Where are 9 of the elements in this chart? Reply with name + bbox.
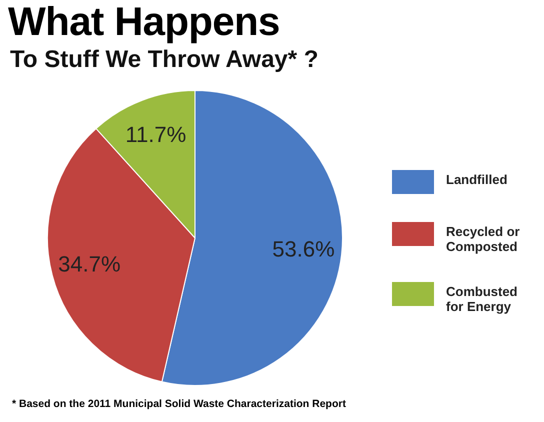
legend-label: Combusted for Energy bbox=[446, 283, 518, 314]
data-label: 34.7% bbox=[58, 252, 121, 277]
legend-label: Landfilled bbox=[446, 171, 508, 187]
data-label: 53.6% bbox=[272, 236, 335, 262]
chart-title: What Happens bbox=[8, 0, 280, 45]
data-label: 11.7% bbox=[125, 122, 186, 148]
chart-subtitle: To Stuff We Throw Away* ? bbox=[10, 46, 318, 74]
text: * Based on the 2011 Municipal Solid Waste Characterization Report bbox=[12, 398, 346, 410]
legend-label: Recycled or Composted bbox=[446, 223, 521, 254]
